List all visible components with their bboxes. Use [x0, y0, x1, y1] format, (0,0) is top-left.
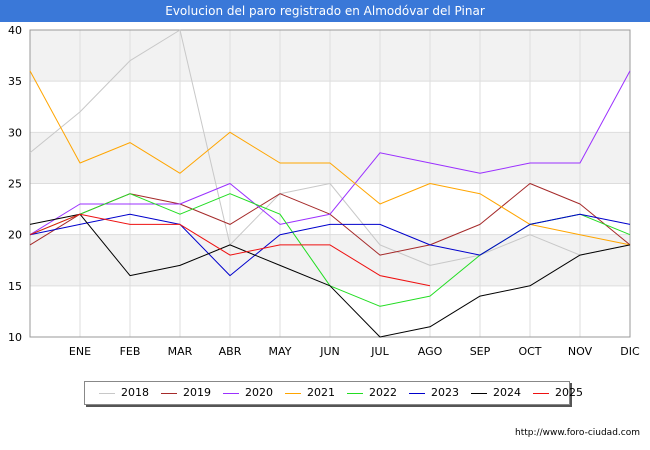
- x-tick-label: NOV: [568, 345, 593, 358]
- series-line-2018: [29, 29, 631, 266]
- x-tick-label: JUL: [370, 345, 389, 358]
- legend-label-2021: 2021: [307, 386, 335, 399]
- x-tick-label: ENE: [69, 345, 91, 358]
- x-tick-label: JUN: [319, 345, 340, 358]
- plot-frame: [29, 29, 631, 338]
- legend-swatch-2021: [285, 393, 301, 394]
- chart-legend: 2018 2019 2020 2021 2022 2023 2024 2025: [84, 381, 583, 405]
- legend-label-2024: 2024: [493, 386, 521, 399]
- x-tick-label: SEP: [470, 345, 491, 358]
- series-line-2020: [29, 70, 631, 236]
- legend-swatch-2025: [533, 393, 549, 394]
- x-tick-label: AGO: [418, 345, 443, 358]
- legend-label-2020: 2020: [245, 386, 273, 399]
- x-tick-label: MAR: [168, 345, 193, 358]
- legend-swatch-2019: [161, 393, 177, 394]
- y-tick-label: 40: [8, 24, 22, 37]
- y-tick-label: 30: [8, 126, 22, 139]
- legend-swatch-2018: [99, 393, 115, 394]
- legend-swatch-2024: [471, 393, 487, 394]
- y-tick-label: 20: [8, 229, 22, 242]
- legend-swatch-2022: [347, 393, 363, 394]
- y-tick-label: 35: [8, 75, 22, 88]
- legend-label-2019: 2019: [183, 386, 211, 399]
- series-line-2025: [29, 213, 431, 287]
- legend-swatch-2020: [223, 393, 239, 394]
- x-tick-label: FEB: [120, 345, 141, 358]
- source-credit[interactable]: http://www.foro-ciudad.com: [515, 428, 640, 438]
- legend-label-2022: 2022: [369, 386, 397, 399]
- x-tick-label: DIC: [620, 345, 640, 358]
- legend-label-2023: 2023: [431, 386, 459, 399]
- chart-title: Evolucion del paro registrado en Almodóv…: [0, 0, 650, 22]
- legend-label-2025: 2025: [555, 386, 583, 399]
- series-line-2023: [29, 213, 631, 277]
- legend-swatch-2023: [409, 393, 425, 394]
- y-tick-label: 25: [8, 178, 22, 191]
- legend-label-2018: 2018: [121, 386, 149, 399]
- x-tick-label: MAY: [269, 345, 292, 358]
- y-tick-label: 10: [8, 331, 22, 344]
- x-tick-label: OCT: [518, 345, 541, 358]
- y-tick-label: 15: [8, 280, 22, 293]
- series-line-2024: [29, 213, 631, 338]
- x-tick-label: ABR: [219, 345, 242, 358]
